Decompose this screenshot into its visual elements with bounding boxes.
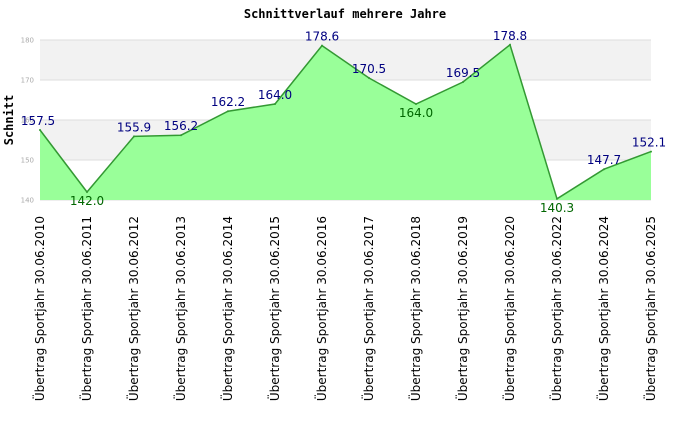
data-point <box>556 197 558 200</box>
data-point <box>368 77 370 79</box>
data-label: 140.3 <box>540 201 574 215</box>
data-point <box>227 110 229 113</box>
data-label: 178.6 <box>305 30 339 44</box>
x-tick-label: Übertrag Sportjahr 30.06.2019 <box>454 216 470 401</box>
y-tick-label: 140 <box>21 197 34 205</box>
area-series <box>39 43 652 200</box>
data-label: 152.1 <box>632 136 666 150</box>
data-point <box>86 191 88 193</box>
x-tick-label: Übertrag Sportjahr 30.06.2018 <box>407 216 423 401</box>
y-tick-label: 150 <box>21 157 34 165</box>
data-label: 157.5 <box>21 114 55 128</box>
y-tick-label: 160 <box>21 117 34 125</box>
x-tick-label: Übertrag Sportjahr 30.06.2017 <box>360 216 376 401</box>
data-label: 156.2 <box>164 119 198 133</box>
y-tick-label: 180 <box>21 37 34 45</box>
data-label: 164.0 <box>399 106 433 120</box>
x-tick-label: Übertrag Sportjahr 30.06.2010 <box>31 216 47 401</box>
x-tick-label: Übertrag Sportjahr 30.06.2022 <box>548 216 564 401</box>
data-point <box>39 129 41 131</box>
y-axis-label: Schnitt <box>2 95 16 146</box>
x-tick-label: Übertrag Sportjahr 30.06.2020 <box>501 216 517 401</box>
area-fill <box>40 44 651 200</box>
chart-title: Schnittverlauf mehrere Jahre <box>244 7 446 21</box>
data-point <box>274 103 276 105</box>
data-point <box>650 150 652 153</box>
series-line <box>39 43 652 200</box>
data-label: 164.0 <box>258 88 292 102</box>
data-label: 142.0 <box>70 194 104 208</box>
x-tick-label: Übertrag Sportjahr 30.06.2013 <box>172 216 188 401</box>
y-tick-labels: 140 150 160 170 180 <box>21 37 34 205</box>
data-label: 178.8 <box>493 29 527 43</box>
data-point <box>462 81 464 83</box>
data-label: 170.5 <box>352 62 386 76</box>
data-label: 147.7 <box>587 153 621 167</box>
data-label: 169.5 <box>446 66 480 80</box>
data-point <box>415 103 417 105</box>
data-labels: 157.5 142.0 155.9 156.2 162.2 164.0 178.6 170.5… <box>21 29 666 215</box>
data-label: 162.2 <box>211 95 245 109</box>
x-tick-labels: Übertrag Sportjahr 30.06.2010 Übertrag Sp… <box>31 216 658 401</box>
x-tick-label: Übertrag Sportjahr 30.06.2016 <box>313 216 329 401</box>
data-point <box>180 134 182 137</box>
x-tick-label: Übertrag Sportjahr 30.06.2024 <box>595 216 611 401</box>
data-label: 155.9 <box>117 120 151 134</box>
x-tick-label: Übertrag Sportjahr 30.06.2025 <box>642 216 658 401</box>
x-tick-label: Übertrag Sportjahr 30.06.2011 <box>78 216 94 401</box>
x-tick-label: Übertrag Sportjahr 30.06.2014 <box>219 216 235 401</box>
data-point <box>603 168 605 171</box>
data-point <box>509 43 511 46</box>
y-tick-label: 170 <box>21 77 34 85</box>
data-point <box>133 135 135 138</box>
x-tick-label: Übertrag Sportjahr 30.06.2012 <box>125 216 141 401</box>
x-tick-label: Übertrag Sportjahr 30.06.2015 <box>266 216 282 401</box>
data-point <box>321 44 323 47</box>
